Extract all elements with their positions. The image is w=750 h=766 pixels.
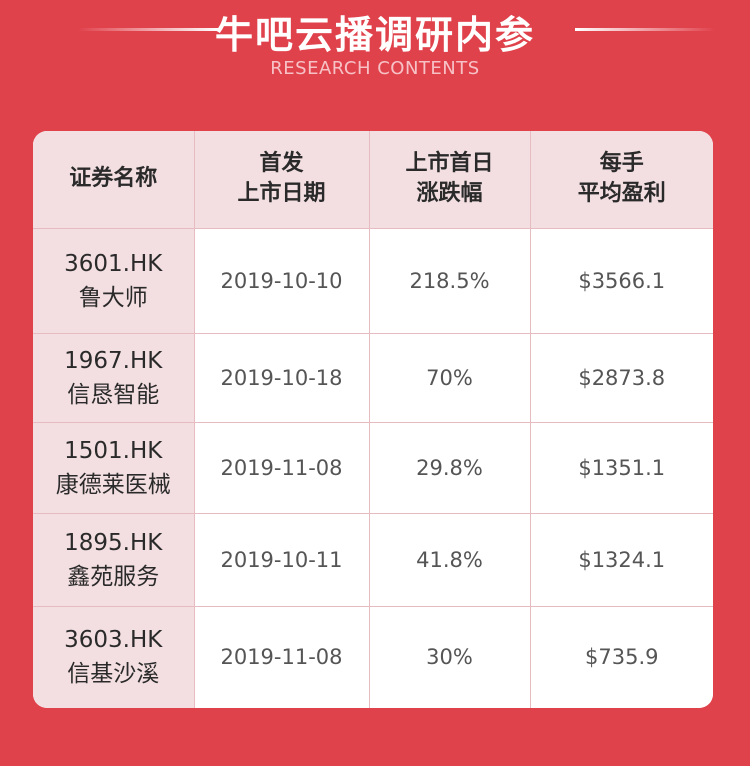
profit-per-lot-cell: $2873.8 [529,332,713,423]
security-code: 1895.HK [64,529,163,556]
page-header: 牛吧云播调研内参 RESEARCH CONTENTS [0,0,750,95]
first-day-change-cell: 29.8% [368,421,531,514]
security-cell: 1895.HK 鑫苑服务 [33,512,195,607]
security-name: 信恳智能 [67,381,160,408]
listing-date-cell: 2019-10-18 [193,332,370,423]
page-title: 牛吧云播调研内参 [214,13,535,57]
column-header-listing-date: 首发 上市日期 [193,131,370,229]
listing-date-cell: 2019-10-11 [193,512,370,607]
security-code: 1967.HK [64,347,163,374]
column-header-security: 证券名称 [33,131,195,229]
profit-per-lot-cell: $1324.1 [529,512,713,607]
security-cell: 1967.HK 信恳智能 [33,332,195,423]
table-row: 1501.HK 康德莱医械 2019-11-08 29.8% $1351.1 [33,421,713,514]
listing-date-cell: 2019-11-08 [193,605,370,708]
security-name: 康德莱医械 [55,471,171,498]
decorative-line-right [575,28,715,31]
table-row: 3601.HK 鲁大师 2019-10-10 218.5% $3566.1 [33,227,713,334]
first-day-change-cell: 70% [368,332,531,423]
ipo-table-card: 证券名称 首发 上市日期 上市首日 涨跌幅 每手 平均盈利 3601.HK 鲁大… [33,131,713,708]
ipo-table: 证券名称 首发 上市日期 上市首日 涨跌幅 每手 平均盈利 3601.HK 鲁大… [33,131,713,708]
security-cell: 1501.HK 康德莱医械 [33,421,195,514]
first-day-change-cell: 41.8% [368,512,531,607]
listing-date-cell: 2019-10-10 [193,227,370,334]
security-cell: 3601.HK 鲁大师 [33,227,195,334]
first-day-change-cell: 30% [368,605,531,708]
security-name: 鲁大师 [78,284,148,311]
column-header-profit-per-lot: 每手 平均盈利 [529,131,713,229]
security-name: 信基沙溪 [67,661,160,688]
decorative-line-left [78,28,218,31]
profit-per-lot-cell: $735.9 [529,605,713,708]
column-header-first-day-change: 上市首日 涨跌幅 [368,131,531,229]
security-code: 1501.HK [64,437,163,464]
table-row: 1967.HK 信恳智能 2019-10-18 70% $2873.8 [33,332,713,423]
first-day-change-cell: 218.5% [368,227,531,334]
security-name: 鑫苑服务 [67,563,160,590]
table-row: 3603.HK 信基沙溪 2019-11-08 30% $735.9 [33,605,713,708]
security-code: 3603.HK [64,627,163,654]
listing-date-cell: 2019-11-08 [193,421,370,514]
profit-per-lot-cell: $1351.1 [529,421,713,514]
table-header-row: 证券名称 首发 上市日期 上市首日 涨跌幅 每手 平均盈利 [33,131,713,229]
security-code: 3601.HK [64,250,163,277]
security-cell: 3603.HK 信基沙溪 [33,605,195,708]
page-subtitle: RESEARCH CONTENTS [270,58,480,79]
profit-per-lot-cell: $3566.1 [529,227,713,334]
table-row: 1895.HK 鑫苑服务 2019-10-11 41.8% $1324.1 [33,512,713,607]
